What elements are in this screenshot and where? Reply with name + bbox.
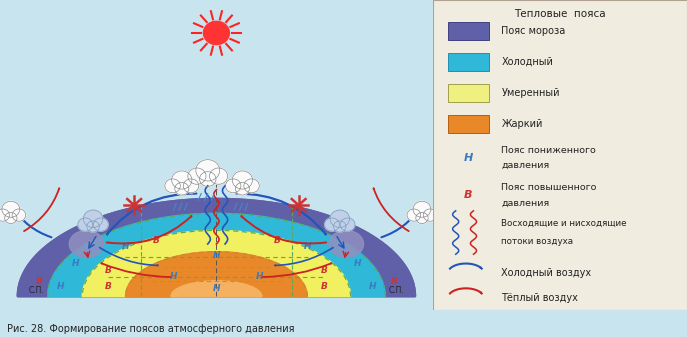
Circle shape [0,209,10,221]
Text: Н: Н [304,242,311,251]
Polygon shape [126,252,307,297]
Polygon shape [47,213,385,297]
Circle shape [407,209,420,221]
Polygon shape [82,231,350,297]
Text: Н: Н [72,259,80,268]
Circle shape [324,218,339,231]
Text: В: В [153,236,159,245]
Circle shape [423,209,437,221]
Text: В: В [321,282,328,291]
Polygon shape [17,198,416,297]
Circle shape [172,171,192,189]
Text: Восходящие и нисходящие: Восходящие и нисходящие [502,219,627,228]
Circle shape [87,221,100,232]
Circle shape [225,179,241,193]
Text: Н: Н [464,153,473,163]
Text: Холодный: Холодный [502,57,553,67]
Circle shape [407,209,420,221]
Circle shape [183,179,199,193]
Circle shape [12,209,25,221]
Text: Холодный воздух: Холодный воздух [502,268,592,278]
Circle shape [423,209,437,221]
Text: Тёплый воздух: Тёплый воздух [502,293,578,303]
Text: давления: давления [502,161,550,171]
Polygon shape [171,281,262,297]
Text: давления: давления [502,198,550,208]
Circle shape [174,182,189,195]
FancyBboxPatch shape [448,23,488,39]
Text: В: В [36,277,43,286]
Text: В: В [273,236,280,245]
Circle shape [196,160,220,181]
Text: Умеренный: Умеренный [502,88,560,98]
Circle shape [165,179,180,193]
Text: Н: Н [57,282,65,291]
Circle shape [93,218,109,231]
Text: Н: Н [213,251,220,260]
Text: Тепловые  пояса: Тепловые пояса [514,9,606,19]
Text: Жаркий: Жаркий [502,119,543,129]
Circle shape [174,182,189,195]
FancyBboxPatch shape [448,85,488,101]
Text: Рис. 28. Формирование поясов атмосферного давления: Рис. 28. Формирование поясов атмосферног… [7,324,294,334]
Circle shape [199,172,216,186]
Text: В: В [104,266,112,275]
Text: Н: Н [213,284,220,293]
Circle shape [2,201,20,217]
Circle shape [244,179,259,193]
Circle shape [203,21,229,44]
Text: Пояс повышенного: Пояс повышенного [502,183,597,192]
Circle shape [2,201,20,217]
Ellipse shape [329,231,363,257]
Circle shape [12,209,25,221]
Text: Н: Н [368,282,376,291]
Text: С.П.: С.П. [28,285,44,295]
Circle shape [0,209,10,221]
Text: В: В [104,282,112,291]
Polygon shape [17,198,416,297]
Circle shape [333,221,346,232]
Circle shape [188,168,206,184]
Circle shape [83,210,103,227]
Text: Пояс пониженного: Пояс пониженного [502,146,596,155]
Text: Н: Н [353,259,361,268]
Circle shape [183,179,199,193]
Circle shape [413,201,431,217]
Circle shape [416,212,428,223]
Circle shape [232,171,253,189]
Circle shape [236,182,249,195]
Text: Н: Н [256,272,263,281]
Text: Н: Н [170,272,177,281]
Circle shape [5,212,17,223]
Text: потоки воздуха: потоки воздуха [502,237,574,246]
Text: Пояс мороза: Пояс мороза [502,26,565,36]
Ellipse shape [69,231,104,257]
FancyBboxPatch shape [448,54,488,70]
Text: В: В [390,277,397,286]
Circle shape [210,168,227,184]
Circle shape [196,160,220,181]
Circle shape [330,210,350,227]
Circle shape [244,179,259,193]
Circle shape [188,168,206,184]
Text: С.П.: С.П. [389,285,405,295]
FancyBboxPatch shape [433,0,687,310]
Circle shape [5,212,17,223]
Text: В: В [464,190,473,200]
Circle shape [232,171,253,189]
Circle shape [172,171,192,189]
FancyBboxPatch shape [448,116,488,132]
Text: В: В [321,266,328,275]
Circle shape [236,182,249,195]
Circle shape [199,172,216,186]
Circle shape [225,179,241,193]
Circle shape [165,179,180,193]
Circle shape [413,201,431,217]
Circle shape [340,218,355,231]
Circle shape [416,212,428,223]
Text: Н: Н [122,242,129,251]
Circle shape [78,218,93,231]
Circle shape [210,168,227,184]
